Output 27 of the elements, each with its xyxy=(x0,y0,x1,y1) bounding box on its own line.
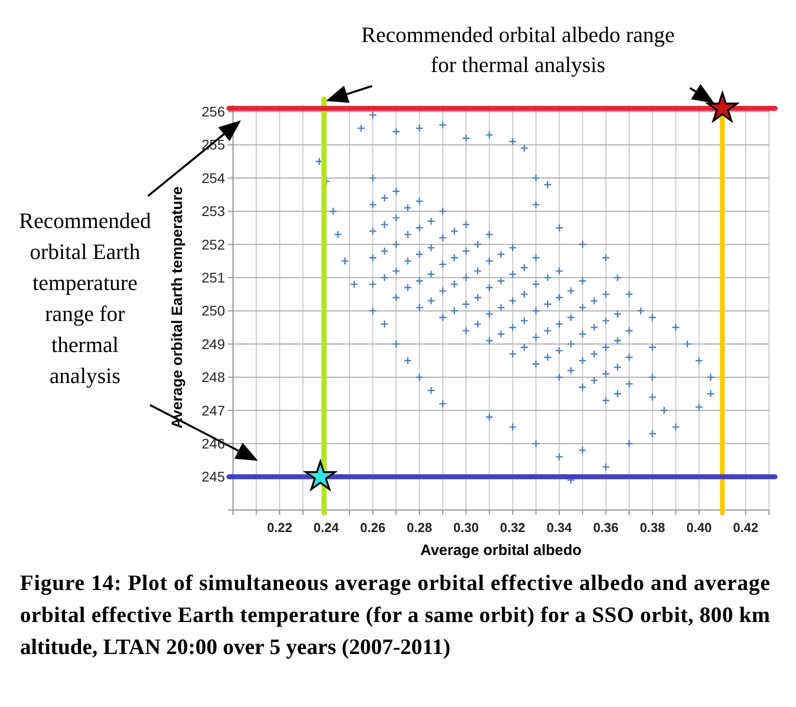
x-tick-label: 0.22 xyxy=(266,520,292,535)
y-tick-label: 253 xyxy=(202,203,226,220)
x-tick-label: 0.28 xyxy=(406,520,432,535)
y-tick-label: 254 xyxy=(202,170,226,186)
x-tick-label: 0.36 xyxy=(593,520,619,535)
text: Recommended orbital Earth temperature range for thermal analysis xyxy=(19,208,151,388)
x-tick-label: 0.26 xyxy=(360,520,386,535)
x-axis-title: Average orbital albedo xyxy=(420,542,582,559)
y-tick-label: 247 xyxy=(202,402,226,418)
y-tick-label: 252 xyxy=(202,236,226,252)
y-tick-label: 248 xyxy=(202,369,226,386)
y-tick-label: 245 xyxy=(202,468,226,485)
x-tick-label: 0.40 xyxy=(686,520,712,535)
x-tick-label: 0.32 xyxy=(500,520,526,535)
x-tick-label: 0.24 xyxy=(314,520,340,535)
x-tick-label: 0.34 xyxy=(546,520,573,535)
x-tick-label: 0.38 xyxy=(640,520,666,535)
y-tick-label: 251 xyxy=(202,270,226,286)
y-tick-label: 256 xyxy=(202,104,226,120)
y-tick-label: 249 xyxy=(202,336,226,352)
x-tick-label: 0.30 xyxy=(453,520,479,535)
y-axis-title: Average orbital Earth temperature xyxy=(169,186,186,429)
text: Recommended orbital albedo range for thermal analysis xyxy=(361,22,675,77)
x-tick-label: 0.42 xyxy=(733,520,758,535)
y-tick-label: 250 xyxy=(202,302,226,319)
caption: Figure 14: Plot of simultaneous average orbital effective albedo and average orbital effective Earth temperature (for a same orbit) for a SSO orbit, 800 km altitude, LTAN 20:00 over 5 years (2007-2011) xyxy=(20,570,770,659)
y-tick-label: 246 xyxy=(202,436,226,452)
